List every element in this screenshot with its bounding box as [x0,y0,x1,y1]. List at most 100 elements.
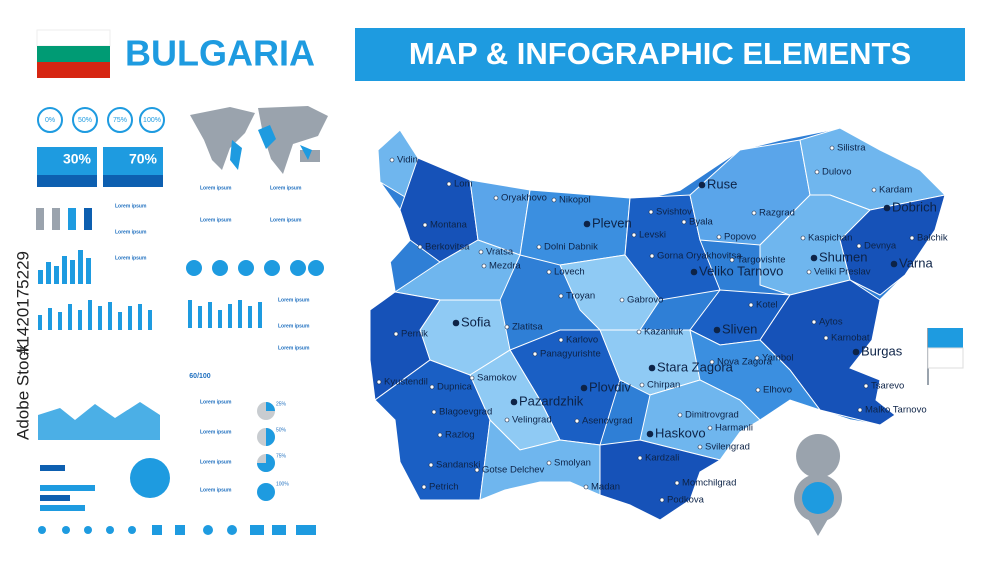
city-label: Malko Tarnovo [865,405,927,416]
city-dot [583,220,591,228]
city-dot [648,209,654,215]
pie-label: 25% [276,401,287,407]
city-label: Velingrad [512,415,552,426]
city-label: Svishtov [656,207,692,218]
city-dot [751,210,757,216]
text-heading: Lorem ipsum [270,185,302,191]
city-dot [754,355,760,361]
city-dot [437,432,443,438]
pie-charts [257,402,275,501]
people-stat: 70% [129,151,158,167]
city-dot [681,219,687,225]
city-label: Tsarevo [871,381,904,392]
city-label: Razlog [445,430,475,441]
city-label: Momchilgrad [682,478,736,489]
city-label: Elhovo [763,385,792,396]
city-label: Panagyurishte [540,349,601,360]
city-dot [811,319,817,325]
city-label: Veliki Preslav [814,267,871,278]
city-label: Kaspichan [808,233,852,244]
city-dot [800,235,806,241]
regions [369,127,947,521]
city-label: Harmanli [715,423,753,434]
city-dot [478,249,484,255]
pie-label: 75% [276,453,287,459]
city-label: Petrich [429,482,459,493]
city-dot [536,244,542,250]
watermark-source: Adobe Stock [13,343,32,440]
city-label: Kyustendil [384,377,428,388]
city-dot [863,383,869,389]
city-dot [417,244,423,250]
people-figures [36,208,92,230]
city-label: Byala [689,217,713,228]
city-dot [659,497,665,503]
flag-green [37,46,110,62]
city-label: Veliko Tarnovo [699,263,783,278]
city-dot [639,382,645,388]
city-dot [446,181,452,187]
city-dot [546,269,552,275]
city-dot [823,335,829,341]
city-label: Sofia [461,314,491,329]
city-label: Devnya [864,241,897,252]
city-dot [909,235,915,241]
city-dot [393,331,399,337]
city-dot [713,326,721,334]
city-dot [574,418,580,424]
region [599,439,722,521]
city-dot [883,204,891,212]
city-label: Chirpan [647,380,680,391]
city-dot [857,407,863,413]
city-label: Blagoevgrad [439,407,492,418]
stat-box-footer [37,175,97,187]
city-dot [871,187,877,193]
city-label: Kardam [879,185,912,196]
city-label: Varna [899,255,933,270]
city-dot [558,293,564,299]
flag-white [36,29,111,47]
city-dot [422,222,428,228]
text-heading: Lorem ipsum [200,487,232,493]
city-label: Sandanski [436,460,480,471]
city-dot [814,169,820,175]
region [374,359,491,501]
progress-circle [37,107,63,133]
world-map-highlight [230,125,312,170]
city-label: Dolni Dabnik [544,242,598,253]
city-label: Nova Zagora [717,357,773,368]
flag-blue [928,328,963,348]
page-title: BULGARIA [125,33,315,74]
map-pin [796,434,841,536]
pie-label: 100% [276,481,289,487]
city-label: Plovdiv [589,379,631,394]
city-label: Shumen [819,249,867,264]
city-dot [619,297,625,303]
city-dot [649,253,655,259]
icon-row [38,525,316,535]
city-label: Haskovo [655,425,706,440]
header: BULGARIA MAP & INFOGRAPHIC ELEMENTS [36,28,965,81]
city-label: Mezdra [489,261,521,272]
city-dot [707,425,713,431]
progress-circle [107,107,133,133]
globes [130,260,324,498]
city-label: Balchik [917,233,948,244]
city-dot [431,409,437,415]
city-label: Samokov [477,373,517,384]
page-subtitle: MAP & INFOGRAPHIC ELEMENTS [409,36,911,71]
city-dot [648,364,656,372]
city-dot [532,351,538,357]
city-label: Troyan [566,291,595,302]
pie-label: 50% [276,427,287,433]
city-label: Svilengrad [705,442,750,453]
sample-bars [38,250,262,511]
city-dot [697,444,703,450]
text-heading: Lorem ipsum [200,185,232,191]
text-heading: Lorem ipsum [278,297,310,303]
city-dot [481,263,487,269]
city-label: Gorna Oryakhovitsa [657,251,742,262]
city-dot [469,375,475,381]
text-heading: Lorem ipsum [115,203,147,209]
